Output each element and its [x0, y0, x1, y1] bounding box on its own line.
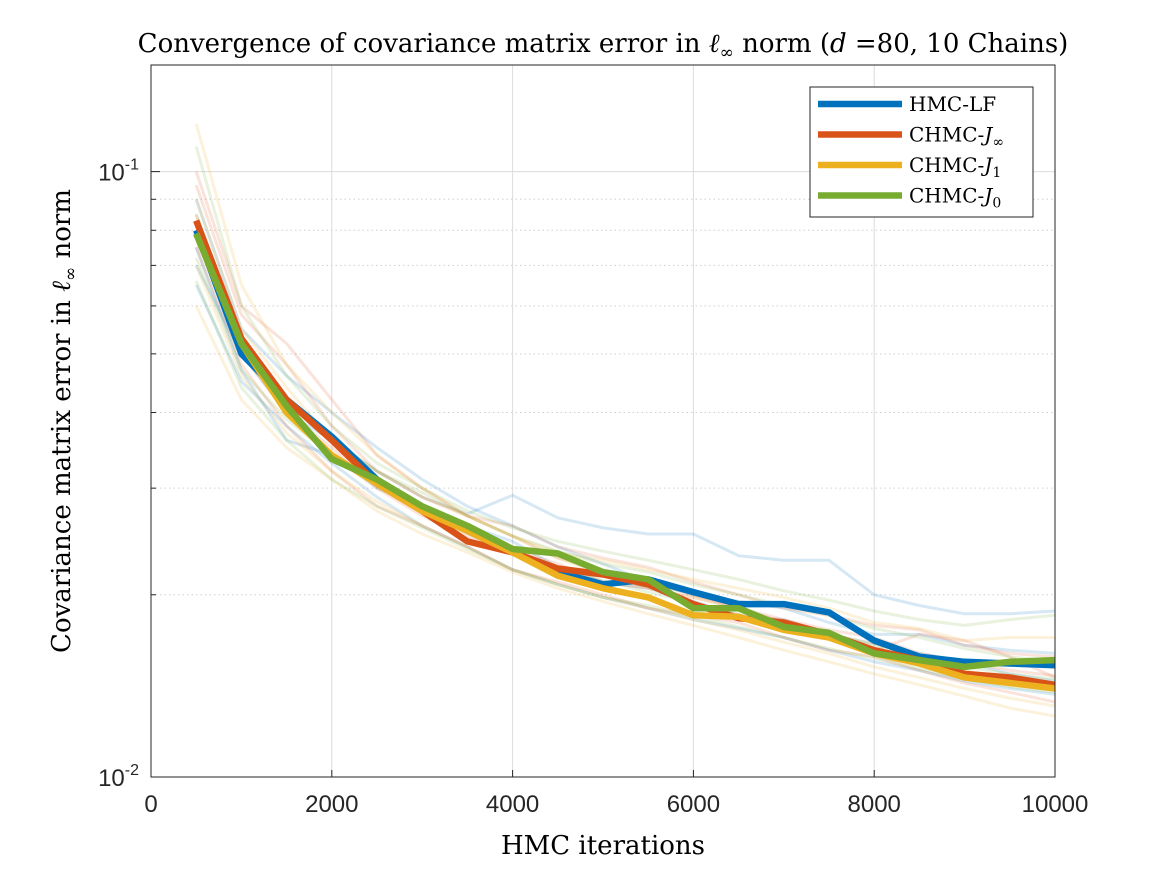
x-tick-label: 6000 [667, 791, 720, 818]
main-series [193, 219, 1056, 692]
chain-line-13 [194, 146, 1056, 627]
x-tick-label: 8000 [848, 791, 901, 818]
title-text-middle: norm ( [734, 29, 830, 59]
ylabel-text-prefix: Covariance matrix error in [47, 292, 77, 653]
chain-line-12 [194, 305, 1056, 718]
title-infinity: ∞ [720, 43, 734, 63]
y-tick-label: 10-2 [98, 762, 139, 792]
title-ell: ℓ [709, 29, 720, 59]
chain-line-4 [194, 284, 1056, 696]
title-text-prefix: Convergence of covariance matrix error i… [138, 29, 709, 59]
chain-line-10 [194, 264, 1056, 708]
ylabel-infinity: ∞ [61, 267, 81, 281]
ylabel-ell: ℓ [47, 281, 77, 292]
x-tick-label: 0 [144, 791, 157, 818]
x-axis-label: HMC iterations [501, 831, 705, 861]
x-tick-label: 10000 [1022, 791, 1089, 818]
legend-label-3: CHMC-J1 [909, 153, 1001, 181]
axes-box [150, 64, 1056, 778]
y-axis-label: Covariance matrix error in ℓ∞ norm [47, 189, 81, 653]
title-d: d [830, 29, 847, 59]
legend-label-1: HMC-LF [909, 92, 996, 116]
legend-label-2: CHMC-J∞ [909, 123, 1004, 151]
chain-line-7 [194, 246, 1056, 704]
chain-line-8 [194, 184, 1056, 659]
chain-line-16 [194, 280, 1056, 694]
legend-label-4: CHMC-J0 [909, 184, 1001, 212]
axis-ticks: 0 2000 4000 6000 8000 10000 10-1 10-2 [98, 157, 1088, 818]
chart-title: Convergence of covariance matrix error i… [138, 29, 1069, 63]
title-text-suffix: =80, 10 Chains) [847, 29, 1069, 59]
series-line-4 [193, 232, 1056, 671]
legend: HMC-LF CHMC-J∞CHMC-J1 CHMC-J0 [809, 86, 1034, 218]
ylabel-text-suffix: norm [47, 189, 77, 267]
y-tick-label: 10-1 [98, 157, 139, 187]
x-tick-label: 2000 [305, 791, 358, 818]
x-tick-label: 4000 [486, 791, 539, 818]
